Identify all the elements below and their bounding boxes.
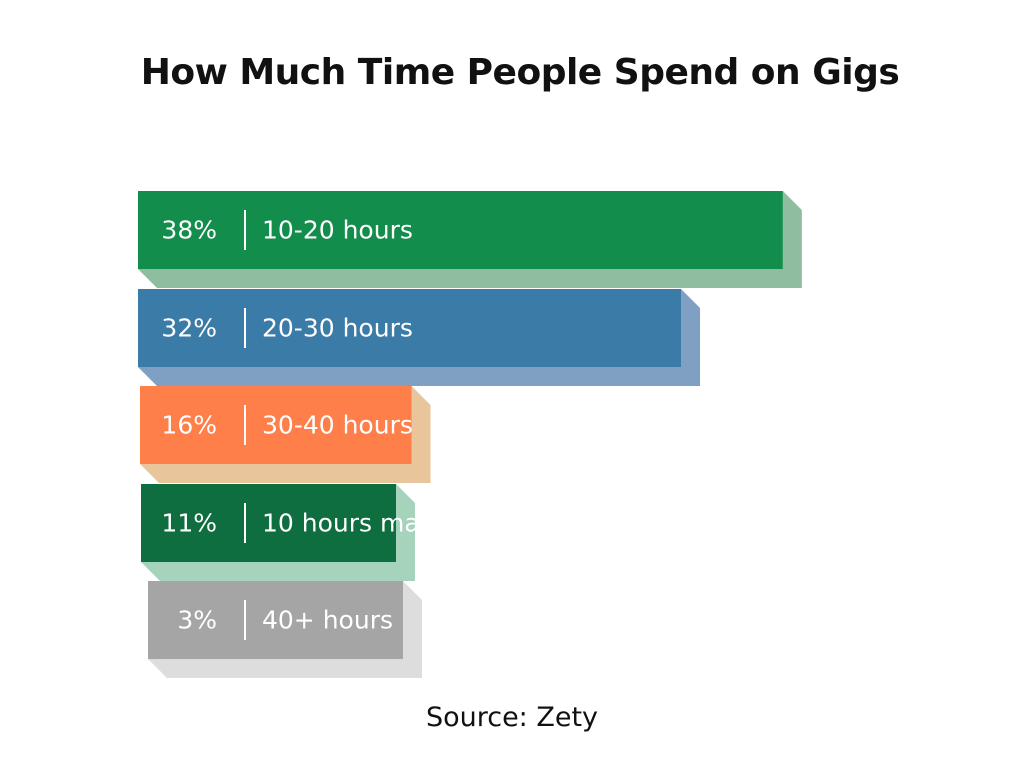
bar-category-label: 20-30 hours bbox=[262, 314, 413, 343]
bar-value-label: 32% bbox=[161, 314, 217, 343]
bar-shadow bbox=[148, 581, 422, 678]
bar-category-label: 40+ hours bbox=[262, 606, 393, 635]
bar-value-label: 16% bbox=[161, 411, 217, 440]
bar bbox=[140, 386, 412, 464]
bar bbox=[138, 289, 682, 367]
bar-value-label: 11% bbox=[161, 509, 217, 538]
bar-group: 38% 10-20 hours bbox=[138, 191, 802, 288]
bar-value-label: 3% bbox=[177, 606, 217, 635]
bar bbox=[141, 484, 396, 562]
bar-shadow bbox=[138, 289, 701, 386]
bar-value-label: 38% bbox=[161, 216, 217, 245]
bar-category-label: 10 hours max bbox=[262, 509, 434, 538]
bar bbox=[138, 191, 783, 269]
bar-group: 11% 10 hours max bbox=[141, 484, 434, 581]
bar-shadow bbox=[140, 386, 431, 483]
bar-group: 32% 20-30 hours bbox=[138, 289, 701, 386]
chart-source: Source: Zety bbox=[425, 702, 599, 733]
bar-category-label: 30-40 hours bbox=[262, 411, 413, 440]
bar-shadow bbox=[138, 191, 802, 288]
bar bbox=[148, 581, 403, 659]
bar-shadow bbox=[141, 484, 415, 581]
chart-title: How Much Time People Spend on Gigs bbox=[140, 52, 900, 93]
bar-group: 16% 30-40 hours bbox=[140, 386, 431, 483]
bar-category-label: 10-20 hours bbox=[262, 216, 413, 245]
bar-group: 3% 40+ hours bbox=[148, 581, 422, 678]
